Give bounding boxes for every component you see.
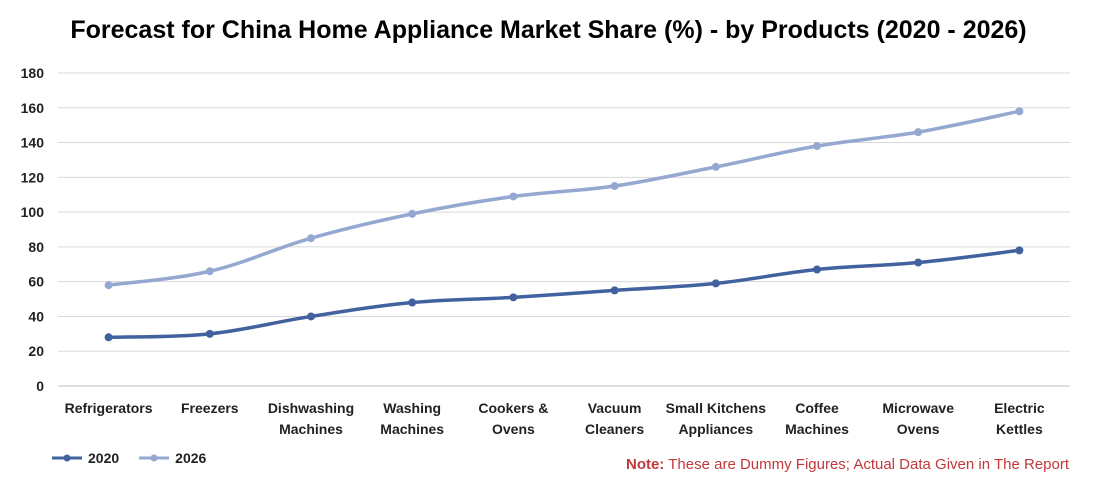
x-tick-label: Small Kitchens Appliances bbox=[666, 400, 767, 437]
data-point-2020 bbox=[1015, 246, 1024, 255]
data-point-2026 bbox=[205, 267, 214, 276]
series-2026 bbox=[104, 107, 1024, 290]
x-tick-label: Coffee Machines bbox=[785, 400, 849, 437]
x-tick-label-line: Electric bbox=[994, 400, 1045, 416]
x-tick-label-line: Dishwashing bbox=[268, 400, 354, 416]
y-tick-label: 60 bbox=[28, 274, 44, 290]
x-tick-label-line: Appliances bbox=[678, 421, 753, 437]
y-tick-label: 0 bbox=[36, 378, 44, 394]
data-point-2020 bbox=[914, 258, 923, 267]
data-point-2026 bbox=[610, 182, 619, 191]
y-tick-label: 80 bbox=[28, 239, 44, 255]
data-point-2026 bbox=[509, 192, 518, 201]
data-point-2026 bbox=[914, 128, 923, 137]
grid-lines bbox=[58, 72, 1070, 387]
y-tick-label: 40 bbox=[28, 308, 44, 324]
x-tick-label-line: Kettles bbox=[996, 421, 1043, 437]
data-point-2020 bbox=[813, 265, 821, 274]
x-tick-label-line: Freezers bbox=[181, 400, 239, 416]
data-point-2020 bbox=[509, 293, 518, 302]
x-tick-label-line: Washing bbox=[383, 400, 441, 416]
data-point-2020 bbox=[104, 333, 113, 342]
x-tick-label-line: Machines bbox=[380, 421, 444, 437]
series-lines bbox=[104, 107, 1024, 342]
x-tick-label-line: Ovens bbox=[492, 421, 535, 437]
x-tick-label: Vacuum Cleaners bbox=[585, 400, 644, 437]
x-tick-label: Refrigerators bbox=[65, 400, 153, 416]
x-tick-label-line: Vacuum bbox=[588, 400, 642, 416]
data-point-2020 bbox=[205, 329, 214, 338]
y-tick-label: 20 bbox=[28, 343, 44, 359]
x-tick-label-line: Ovens bbox=[897, 421, 940, 437]
data-point-2020 bbox=[408, 298, 417, 307]
y-tick-label: 120 bbox=[21, 169, 45, 185]
legend-marker-2026 bbox=[150, 454, 158, 462]
footnote: Note: These are Dummy Figures; Actual Da… bbox=[626, 456, 1069, 473]
series-2020 bbox=[104, 246, 1024, 342]
series-line-2026 bbox=[106, 109, 1022, 287]
x-tick-label-line: Cleaners bbox=[585, 421, 644, 437]
x-tick-label-line: Cookers & bbox=[478, 400, 548, 416]
x-tick-label-line: Microwave bbox=[882, 400, 954, 416]
legend-swatch-2026 bbox=[139, 454, 170, 462]
x-tick-label: Cookers & Ovens bbox=[478, 400, 548, 437]
legend-label-2020: 2020 bbox=[88, 450, 120, 466]
x-tick-label: Electric Kettles bbox=[994, 400, 1045, 437]
y-tick-label: 140 bbox=[21, 135, 45, 151]
data-point-2026 bbox=[104, 281, 113, 290]
note-label: Note: bbox=[626, 456, 665, 473]
data-point-2026 bbox=[307, 234, 315, 243]
x-axis-ticks: Refrigerators Freezers Dishwashing Machines… bbox=[65, 400, 1045, 437]
x-tick-label: Dishwashing Machines bbox=[268, 400, 354, 437]
data-point-2020 bbox=[307, 312, 315, 321]
x-tick-label-line: Refrigerators bbox=[65, 400, 153, 416]
y-axis-ticks: 0 20 40 60 80 100 120 140 160 180 bbox=[21, 65, 45, 394]
data-point-2026 bbox=[813, 142, 821, 151]
y-tick-label: 160 bbox=[21, 100, 45, 116]
legend-item-2020: 2020 bbox=[50, 449, 119, 467]
data-point-2020 bbox=[610, 286, 619, 295]
chart-title: Forecast for China Home Appliance Market… bbox=[70, 16, 1027, 44]
series-line-2020 bbox=[106, 248, 1022, 340]
x-tick-label: Microwave Ovens bbox=[882, 400, 954, 437]
legend-swatch-2020 bbox=[52, 454, 82, 462]
legend: 2020 2026 bbox=[50, 449, 206, 467]
data-point-2026 bbox=[408, 209, 417, 218]
x-tick-label-line: Machines bbox=[785, 421, 849, 437]
note-text: These are Dummy Figures; Actual Data Giv… bbox=[664, 456, 1069, 473]
x-tick-label: Washing Machines bbox=[380, 400, 444, 437]
y-tick-label: 100 bbox=[21, 204, 45, 220]
x-tick-label-line: Small Kitchens bbox=[666, 400, 767, 416]
data-point-2026 bbox=[1015, 107, 1024, 116]
legend-label-2026: 2026 bbox=[175, 450, 207, 466]
x-tick-label-line: Coffee bbox=[795, 400, 839, 416]
legend-marker-2020 bbox=[63, 454, 71, 462]
data-point-2020 bbox=[711, 279, 720, 288]
y-tick-label: 180 bbox=[21, 65, 45, 81]
data-point-2026 bbox=[711, 162, 720, 171]
legend-item-2026: 2026 bbox=[137, 449, 206, 467]
x-tick-label: Freezers bbox=[181, 400, 239, 416]
x-tick-label-line: Machines bbox=[279, 421, 343, 437]
